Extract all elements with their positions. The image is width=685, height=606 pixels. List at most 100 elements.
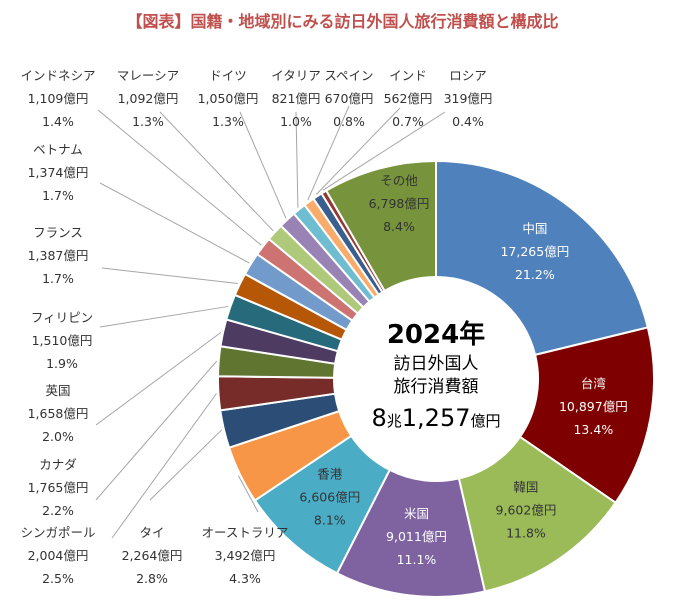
slice-percent: 1.0% [280,114,312,129]
slice-amount: 1,109億円 [28,91,89,106]
slice-percent: 1.7% [42,271,74,286]
slice-percent: 2.8% [136,571,168,586]
slice-amount: 9,602億円 [496,502,557,517]
slice-amount: 2,264億円 [122,548,183,563]
center-year: 2024年 [387,319,485,350]
slice-name: シンガポール [20,525,95,540]
slice-name: フランス [33,225,83,240]
leader-line-6 [149,429,223,501]
center-total-c: 1,257 [402,404,471,432]
slice-name: インドネシア [20,68,95,83]
slice-label-20: その他 6,798億円 8.4% [369,173,430,234]
slice-label-15: ドイツ 1,050億円 1.3% [198,68,259,129]
leader-line-18 [316,107,401,195]
center-line1: 訪日外国人 [394,354,479,374]
slice-percent: 8.1% [314,513,346,528]
center-summary: 2024年 訪日外国人 旅行消費額 8兆1,257億円 [371,319,500,432]
slice-name: ベトナム [33,142,83,157]
slice-label-4: 香港 6,606億円 8.1% [299,467,360,528]
slice-percent: 0.4% [452,114,484,129]
slice-label-1: 台湾 10,897億円 13.4% [559,376,628,437]
slice-label-0: 中国 17,265億円 21.2% [500,221,569,282]
slice-amount: 6,606億円 [299,490,360,505]
slice-label-3: 米国 9,011億円 11.1% [386,506,447,567]
leader-line-13 [97,109,262,246]
slice-name: フィリピン [31,310,93,325]
slice-amount: 821億円 [272,91,321,106]
leader-line-16 [295,111,299,208]
slice-label-12: ベトナム 1,374億円 1.7% [28,142,89,203]
slice-amount: 1,092億円 [118,91,179,106]
slice-percent: 21.2% [515,267,555,282]
slice-name: 韓国 [513,479,538,494]
slice-label-10: フィリピン 1,510億円 1.9% [31,310,93,371]
slice-amount: 1,050億円 [198,91,259,106]
slice-amount: 319億円 [444,91,493,106]
leader-line-10 [99,305,229,328]
slice-name: オーストラリア [202,525,289,540]
slice-label-2: 韓国 9,602億円 11.8% [496,479,557,540]
leader-line-15 [239,111,287,219]
slice-label-9: 英国 1,658億円 2.0% [28,383,89,444]
slice-amount: 1,658億円 [28,406,89,421]
slice-name: 台湾 [581,376,606,391]
slice-amount: 562億円 [384,91,433,106]
slice-percent: 11.8% [506,525,546,540]
slice-group [217,159,655,598]
slice-label-16: イタリア 821億円 1.0% [271,68,321,129]
slice-label-18: インド 562億円 0.7% [384,68,433,129]
slice-name: ロシア [449,68,487,83]
slice-percent: 0.7% [392,114,424,129]
slice-percent: 1.3% [132,114,164,129]
slice-name: カナダ [39,457,77,472]
slice-label-group: 中国 17,265億円 21.2% 台湾 10,897億円 13.4% 韓国 9,602億円 1… [20,68,627,586]
center-line2: 旅行消費額 [394,377,479,397]
slice-label-6: タイ 2,264億円 2.8% [122,525,183,586]
slice-label-8: カナダ 1,765億円 2.2% [28,457,89,518]
slice-percent: 1.3% [212,114,244,129]
slice-label-11: フランス 1,387億円 1.7% [28,225,89,286]
chart-title: 【図表】国籍・地域別にみる訪日外国人旅行消費額と構成比 [126,12,559,31]
leader-line-8 [95,360,218,501]
slice-amount: 1,387億円 [28,248,89,263]
slice-amount: 6,798億円 [369,196,430,211]
leader-line-7 [111,393,217,539]
slice-percent: 1.7% [42,188,74,203]
slice-name: インド [389,68,427,83]
slice-percent: 2.5% [42,571,74,586]
slice-percent: 4.3% [229,571,261,586]
slice-2 [457,435,617,593]
slice-percent: 2.0% [42,429,74,444]
slice-name: スペイン [324,68,373,83]
leader-line-group [95,105,446,539]
slice-label-5: オーストラリア 3,492億円 4.3% [202,525,289,586]
slice-percent: 8.4% [383,219,415,234]
slice-amount: 1,374億円 [28,165,89,180]
leader-line-9 [95,331,222,426]
slice-label-13: インドネシア 1,109億円 1.4% [20,68,95,129]
leader-line-12 [99,182,250,264]
slice-percent: 1.9% [46,356,78,371]
center-total-d: 億円 [471,412,501,430]
slice-name: その他 [380,173,418,188]
slice-amount: 670億円 [325,91,374,106]
slice-name: 英国 [45,383,70,398]
slice-amount: 9,011億円 [386,529,447,544]
slice-percent: 13.4% [573,422,613,437]
slice-amount: 2,004億円 [28,548,89,563]
leader-line-11 [101,267,238,284]
slice-amount: 17,265億円 [500,244,569,259]
slice-name: ドイツ [209,68,247,83]
center-total-a: 8 [371,404,386,432]
slice-label-7: シンガポール 2,004億円 2.5% [20,525,95,586]
slice-name: 中国 [522,221,547,236]
leader-line-14 [159,111,274,232]
slice-amount: 3,492億円 [215,548,276,563]
slice-name: タイ [139,525,164,540]
slice-label-19: ロシア 319億円 0.4% [444,68,493,129]
slice-amount: 1,510億円 [32,333,93,348]
slice-percent: 2.2% [42,503,74,518]
center-total: 8兆1,257億円 [371,404,500,432]
leader-line-5 [237,475,259,513]
